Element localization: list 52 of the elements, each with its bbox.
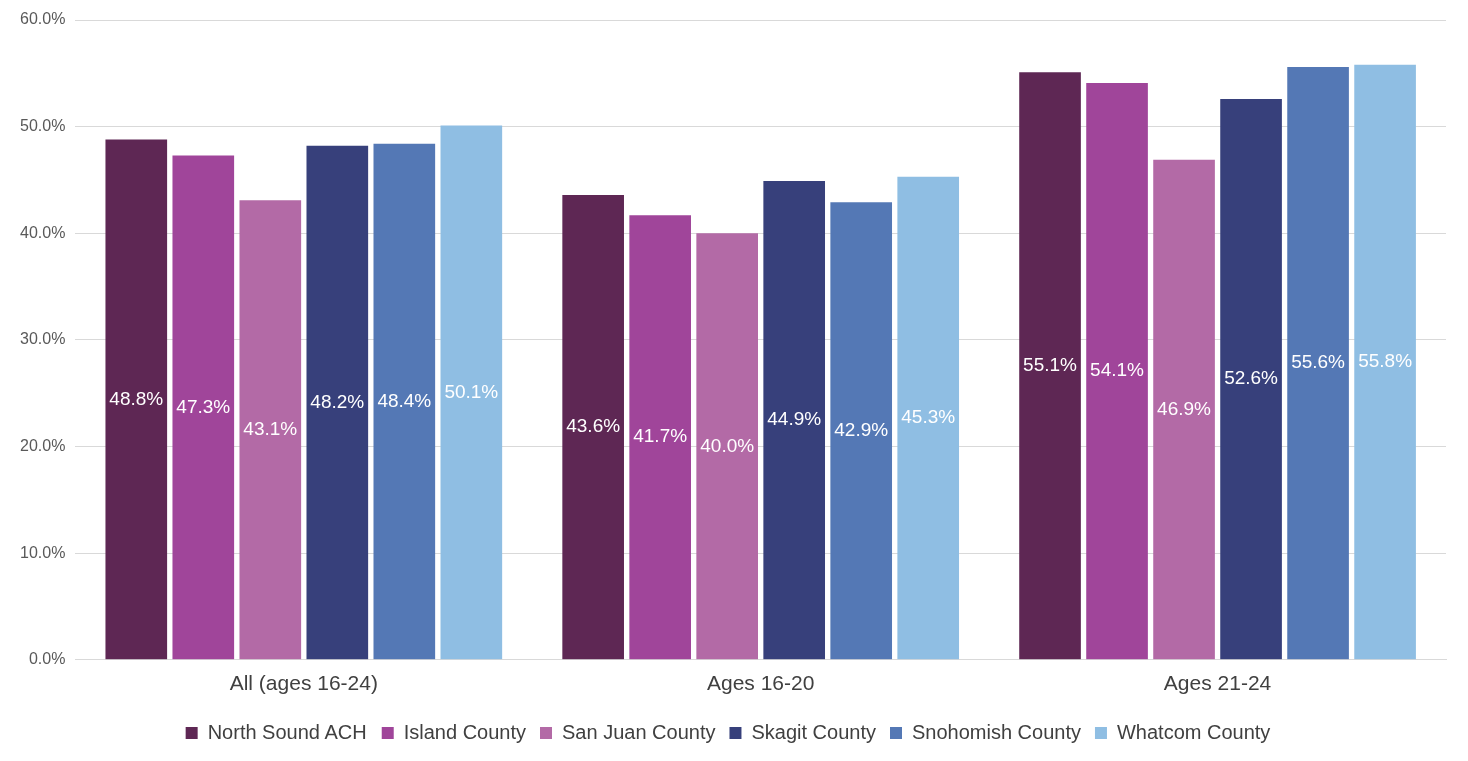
y-tick-label: 10.0%	[19, 543, 66, 561]
x-tick-label: All (ages 16-24)	[229, 671, 378, 695]
y-tick-label: 20.0%	[19, 436, 66, 454]
data-label: 55.8%	[1358, 350, 1413, 372]
bar	[105, 139, 168, 660]
bar	[1220, 98, 1282, 660]
bar	[440, 125, 503, 660]
data-label: 45.3%	[901, 406, 956, 428]
bar	[763, 181, 826, 660]
data-label: 55.1%	[1023, 354, 1078, 376]
bar	[373, 143, 436, 660]
data-label: 48.4%	[377, 389, 432, 411]
data-label: 40.0%	[700, 434, 755, 456]
bar	[306, 145, 369, 660]
x-tick-label: Ages 16-20	[706, 671, 815, 695]
legend-label: Skagit County	[751, 720, 876, 743]
data-label: 41.7%	[633, 425, 688, 447]
bar	[1153, 159, 1215, 660]
data-label: 42.9%	[834, 419, 889, 441]
legend-label: Whatcom County	[1116, 720, 1271, 743]
bar	[1019, 72, 1081, 660]
bar	[897, 176, 960, 660]
legend-label: Island County	[403, 720, 527, 743]
data-label: 48.8%	[109, 387, 164, 409]
bar	[562, 194, 624, 660]
y-tick-label: 60.0%	[19, 10, 66, 28]
bar	[1287, 66, 1349, 660]
data-label: 48.2%	[310, 390, 365, 412]
y-tick-label: 0.0%	[28, 650, 66, 668]
y-tick-label: 50.0%	[19, 117, 66, 135]
data-label: 55.6%	[1291, 351, 1346, 373]
y-tick-label: 30.0%	[19, 330, 66, 348]
data-label: 43.6%	[566, 415, 621, 437]
bar	[172, 155, 235, 660]
legend-label: San Juan County	[562, 720, 716, 743]
data-label: 44.9%	[767, 408, 822, 430]
data-label: 50.1%	[444, 380, 499, 402]
data-label: 47.3%	[176, 395, 231, 417]
data-label: 52.6%	[1224, 367, 1279, 389]
bar	[696, 233, 758, 660]
bar	[239, 200, 302, 660]
bar	[1354, 64, 1416, 660]
data-label: 43.1%	[243, 417, 298, 439]
y-tick-label: 40.0%	[19, 223, 66, 241]
bar	[830, 202, 893, 660]
bar	[629, 215, 691, 660]
legend-label: Snohomish County	[911, 720, 1081, 743]
legend-label: North Sound ACH	[207, 720, 367, 743]
data-label: 46.9%	[1157, 397, 1212, 419]
data-label: 54.1%	[1090, 359, 1145, 381]
x-tick-label: Ages 21-24	[1163, 671, 1272, 695]
bar	[1086, 82, 1148, 660]
